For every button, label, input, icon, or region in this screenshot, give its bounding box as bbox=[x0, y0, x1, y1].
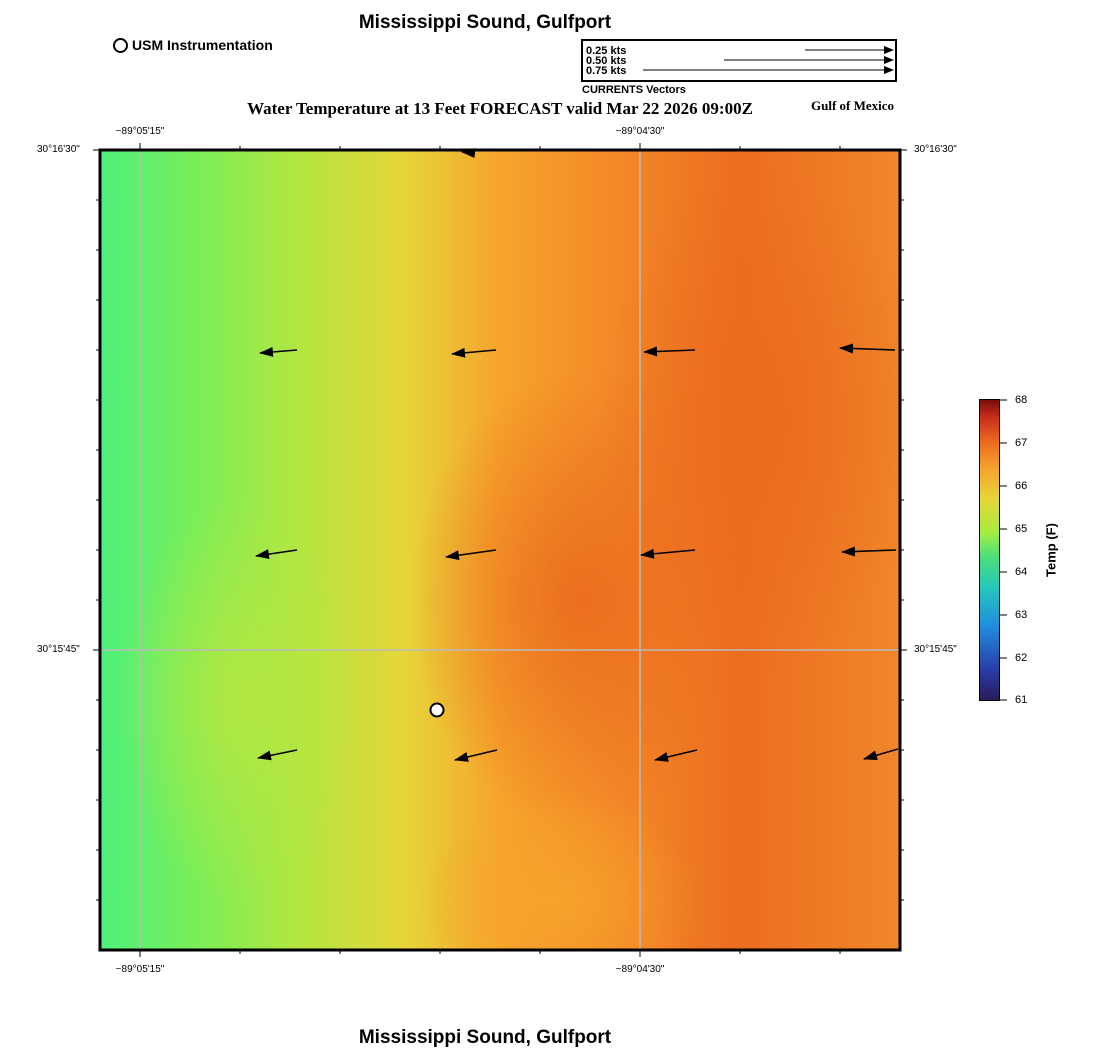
colorbar-ticks bbox=[1000, 399, 1007, 701]
lat-tick-label: 30°15'45" bbox=[37, 644, 80, 655]
current-arrow-icon bbox=[839, 343, 896, 354]
vector-scale-label: 0.75 kts bbox=[586, 65, 627, 77]
current-arrow-icon bbox=[255, 549, 298, 560]
temperature-colorbar bbox=[979, 399, 1000, 701]
current-arrow-icon bbox=[640, 548, 696, 559]
colorbar-tick-label: 67 bbox=[1015, 437, 1028, 449]
lon-tick-label: −89°04'30" bbox=[615, 964, 665, 975]
current-arrow-icon bbox=[643, 346, 696, 357]
usm-marker-icon bbox=[113, 37, 128, 53]
vector-scale-arrows bbox=[643, 46, 894, 74]
vector-scale-label: 0.25 kts bbox=[586, 45, 627, 57]
lat-tick-label: 30°15'45" bbox=[914, 644, 957, 655]
current-arrow-icon bbox=[654, 749, 698, 762]
current-arrow-icon bbox=[259, 346, 298, 357]
lon-tick-label: −89°05'15" bbox=[115, 964, 165, 975]
lat-tick-label: 30°16'30" bbox=[914, 144, 957, 155]
colorbar-tick-label: 61 bbox=[1015, 694, 1028, 706]
region-label: Gulf of Mexico bbox=[811, 98, 895, 113]
colorbar-tick-label: 63 bbox=[1015, 609, 1028, 621]
usm-legend: USM Instrumentation bbox=[113, 37, 273, 53]
current-arrow-icon bbox=[454, 749, 498, 762]
footer-title: Mississippi Sound, Gulfport bbox=[358, 1027, 612, 1048]
usm-legend-label: USM Instrumentation bbox=[132, 37, 273, 53]
frame-ticks bbox=[93, 143, 907, 957]
current-arrow-icon bbox=[451, 347, 497, 358]
colorbar-tick-label: 68 bbox=[1015, 394, 1028, 406]
current-vectors bbox=[255, 148, 899, 762]
lon-tick-label: −89°05'15" bbox=[115, 126, 165, 137]
graticule bbox=[100, 150, 900, 950]
colorbar-tick-label: 64 bbox=[1015, 566, 1028, 578]
current-arrow-icon bbox=[445, 549, 497, 561]
lat-tick-label: 30°16'30" bbox=[37, 144, 80, 155]
map-title: Mississippi Sound, Gulfport bbox=[358, 12, 612, 33]
current-arrow-icon bbox=[841, 546, 897, 557]
colorbar-title: Temp (F) bbox=[1043, 523, 1059, 577]
vector-legend-caption: CURRENTS Vectors bbox=[582, 84, 686, 96]
vector-scale-legend: 0.25 kts 0.50 kts 0.75 kts bbox=[581, 39, 897, 82]
temperature-field bbox=[100, 150, 900, 950]
colorbar-tick-label: 65 bbox=[1015, 523, 1028, 535]
usm-instrument-marker-icon bbox=[429, 702, 445, 718]
colorbar-tick-label: 62 bbox=[1015, 652, 1028, 664]
current-arrow-icon bbox=[461, 148, 476, 159]
map-subtitle: Water Temperature at 13 Feet FORECAST va… bbox=[247, 99, 753, 118]
current-arrow-icon bbox=[863, 748, 899, 761]
colorbar-tick-label: 66 bbox=[1015, 480, 1028, 492]
lon-tick-label: −89°04'30" bbox=[615, 126, 665, 137]
vector-scale-label: 0.50 kts bbox=[586, 55, 627, 67]
current-arrow-icon bbox=[257, 749, 298, 761]
